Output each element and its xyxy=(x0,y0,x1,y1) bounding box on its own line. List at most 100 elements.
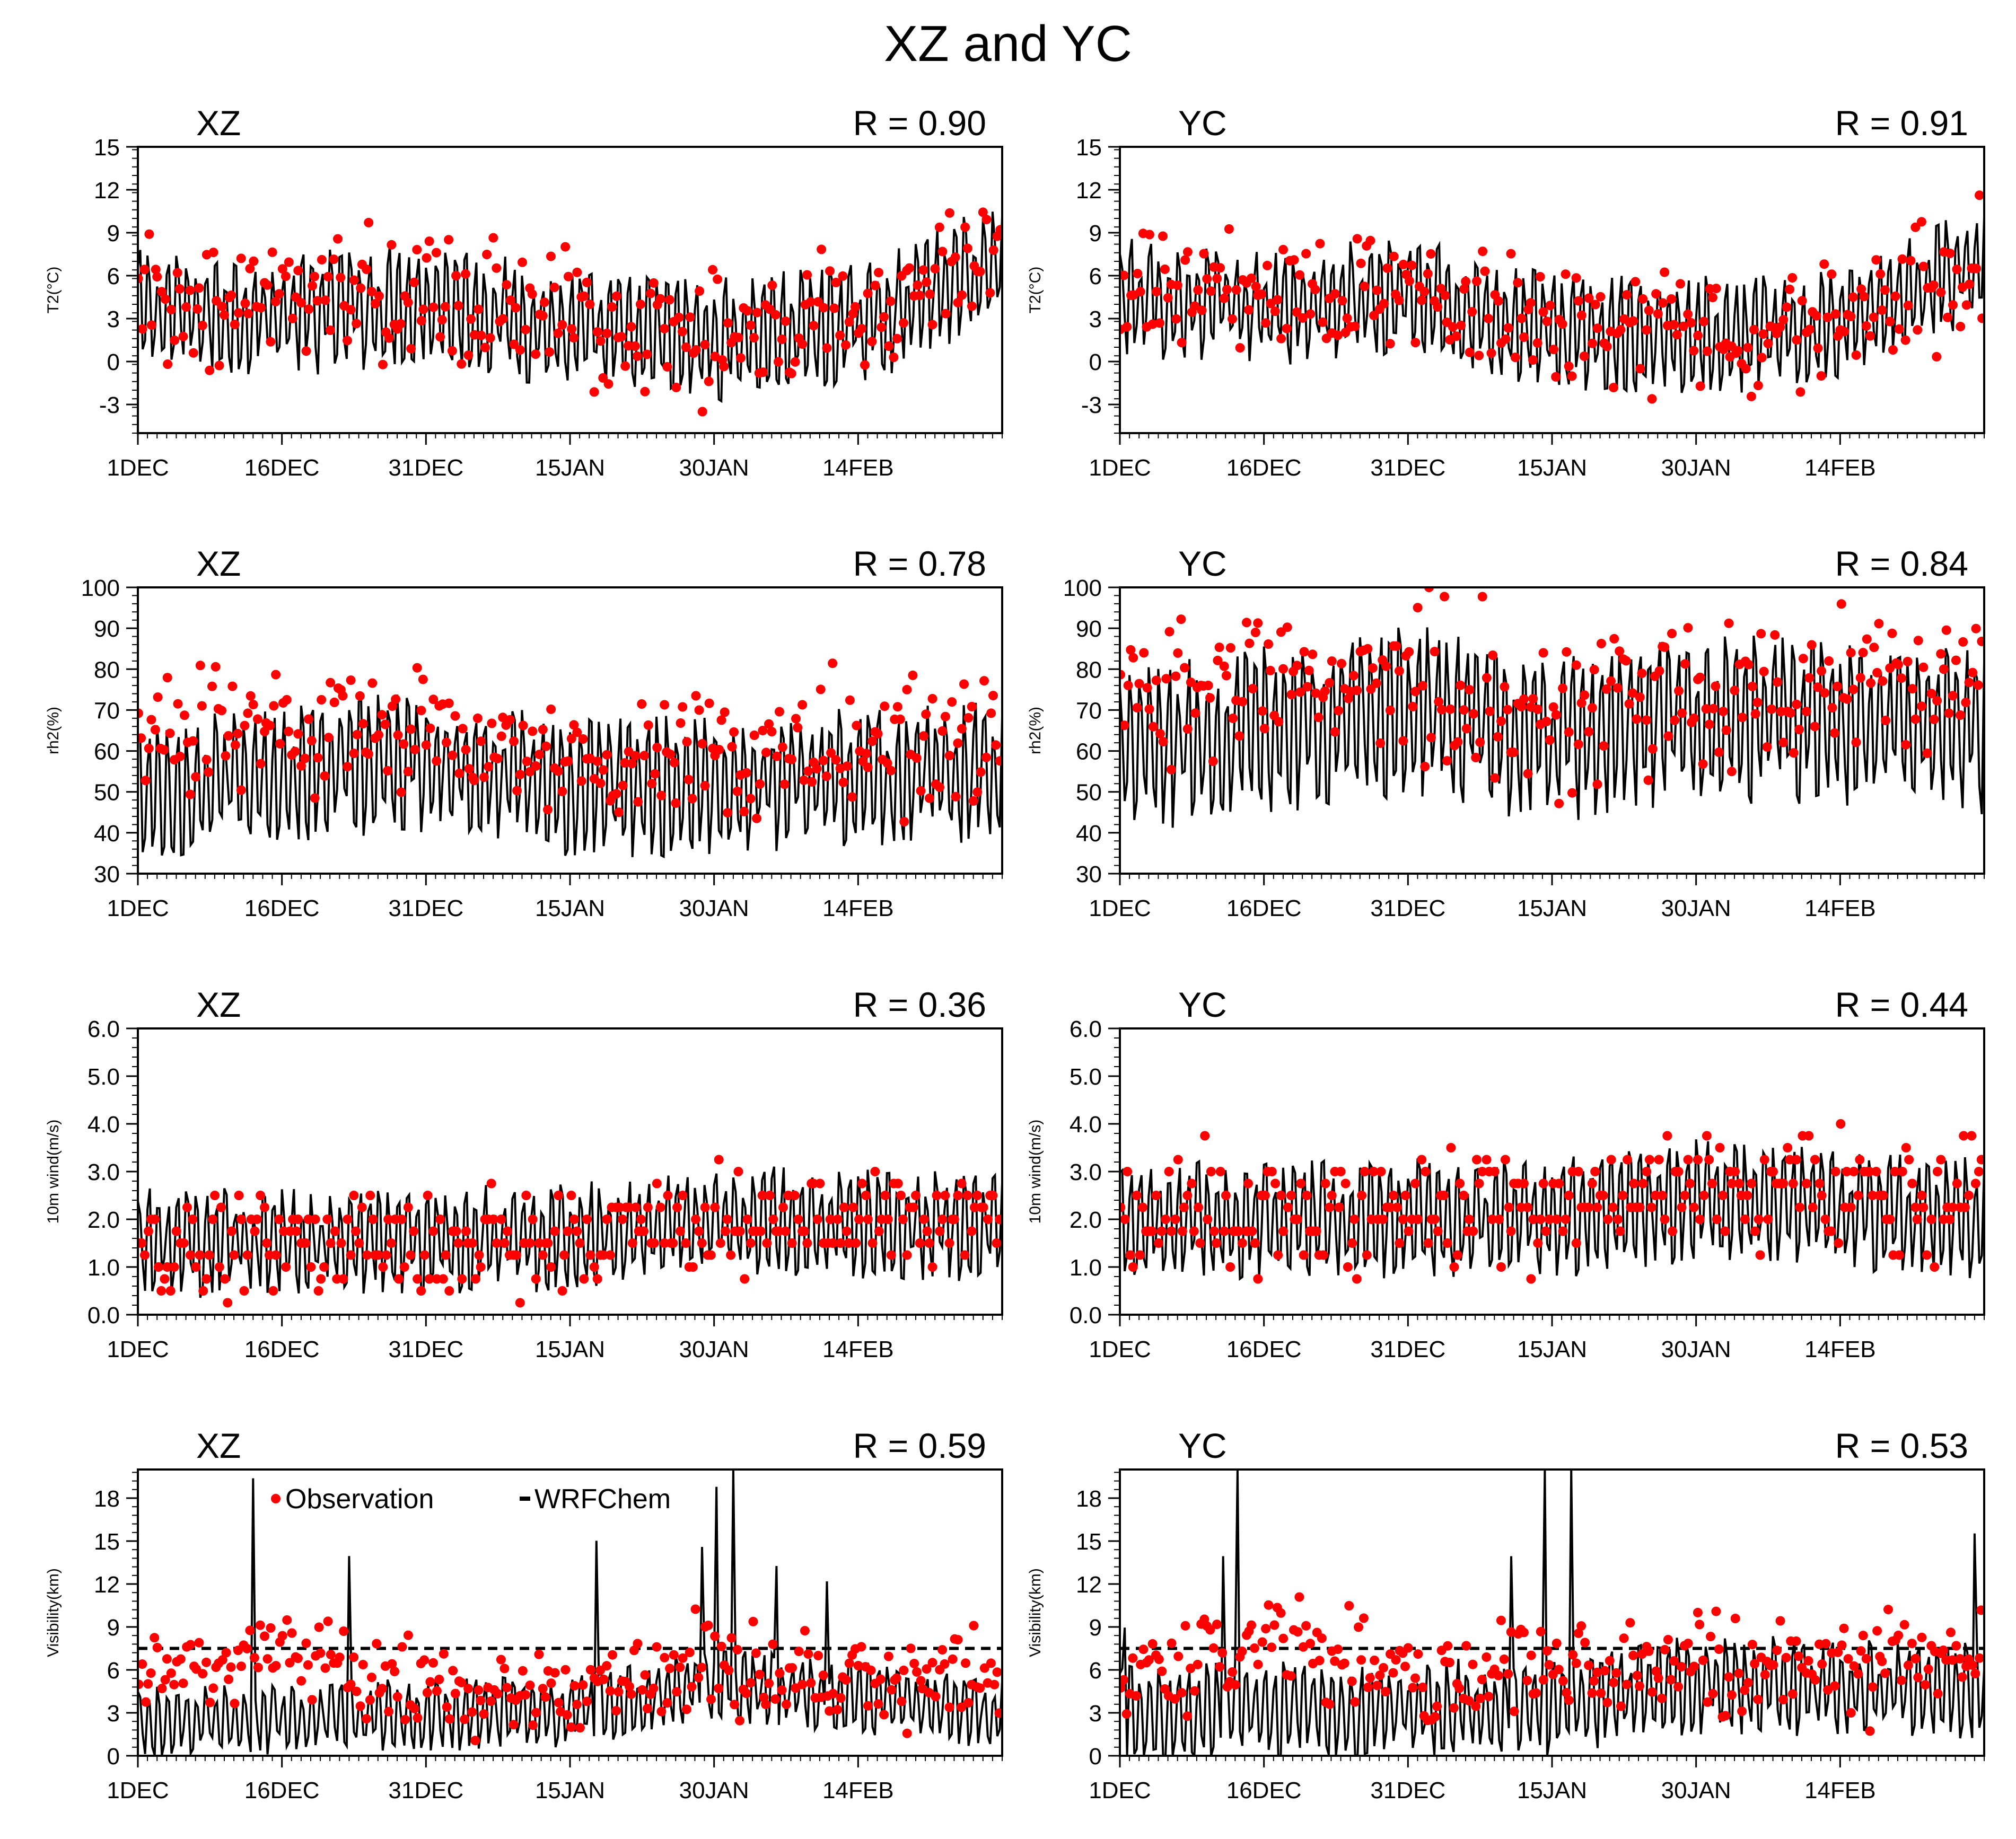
chart-1-observation-point xyxy=(770,310,781,320)
chart-2-observation-point xyxy=(1584,293,1594,303)
chart-2-y-tick-label: 12 xyxy=(1076,178,1102,204)
chart-8-x-tick-label: 16DEC xyxy=(1226,1778,1302,1803)
chart-1-observation-point xyxy=(758,367,768,377)
chart-6-observation-point xyxy=(1388,1191,1398,1200)
chart-6-observation-point xyxy=(1651,1191,1660,1200)
chart-1-observation-point xyxy=(595,336,606,346)
chart-2-observation-point xyxy=(1451,331,1461,341)
chart-6-observation-point xyxy=(1830,1167,1840,1176)
chart-5-observation-point xyxy=(960,1250,970,1260)
chart-1-observation-point xyxy=(635,300,645,309)
chart-1-observation-point xyxy=(607,302,617,312)
chart-2-observation-point xyxy=(1846,311,1856,321)
chart-5-observation-point xyxy=(150,1215,160,1224)
chart-1-observation-point xyxy=(356,283,366,293)
chart-1-observation-point xyxy=(509,339,519,349)
chart-7-observation-point xyxy=(413,1713,423,1723)
chart-8-observation-point xyxy=(1846,1708,1856,1718)
chart-6-observation-point xyxy=(1842,1167,1852,1176)
chart-8-x-tick-label: 31DEC xyxy=(1370,1778,1445,1803)
chart-3-observation-point xyxy=(691,691,701,701)
chart-4-observation-point xyxy=(1381,661,1391,671)
chart-6-observation-point xyxy=(1571,1238,1581,1248)
chart-5-observation-point xyxy=(191,1262,201,1272)
chart-6-observation-point xyxy=(1662,1131,1672,1141)
chart-5-observation-point xyxy=(538,1250,548,1260)
chart-1-observation-point xyxy=(863,288,873,298)
chart-3-observation-point xyxy=(714,745,724,755)
chart-4-observation-point xyxy=(1689,714,1699,723)
chart-4-observation-point xyxy=(1219,661,1229,671)
chart-1-observation-point xyxy=(412,245,422,254)
chart-1-observation-point xyxy=(857,323,867,333)
chart-6-observation-point xyxy=(1712,1215,1722,1224)
chart-5-observation-point xyxy=(409,1226,419,1236)
chart-6-observation-point xyxy=(1369,1167,1379,1176)
chart-5-observation-point xyxy=(735,1226,745,1236)
chart-5-observation-point xyxy=(793,1215,803,1224)
chart-1-observation-point xyxy=(502,280,512,290)
chart-3-observation-point xyxy=(880,701,890,711)
chart-1-observation-point xyxy=(620,361,630,371)
chart-5-observation-point xyxy=(393,1274,404,1284)
chart-5-observation-point xyxy=(825,1215,835,1224)
chart-3-observation-point xyxy=(842,761,852,771)
chart-4-observation-point xyxy=(1708,703,1719,714)
chart-1-observation-point xyxy=(835,330,845,340)
chart-5-observation-point xyxy=(757,1191,767,1200)
chart-4-observation-point xyxy=(1683,623,1693,633)
chart-5-observation-point xyxy=(605,1250,615,1260)
chart-2-observation-point xyxy=(1588,338,1597,348)
chart-7-observation-point xyxy=(499,1664,510,1674)
chart-6-observation-point xyxy=(1270,1178,1281,1189)
chart-5-y-tick-label: 1.0 xyxy=(87,1255,120,1281)
chart-1-observation-point xyxy=(349,275,359,285)
chart-4-observation-point xyxy=(1887,628,1897,638)
chart-3-observation-point xyxy=(576,776,586,786)
chart-1-observation-point xyxy=(378,359,388,369)
chart-6-observation-point xyxy=(1820,1215,1830,1224)
chart-7-observation-point xyxy=(194,1638,204,1648)
chart-2-observation-point xyxy=(1551,372,1561,382)
chart-1-observation-point xyxy=(310,271,319,281)
chart-6-observation-point xyxy=(1864,1167,1874,1176)
chart-3-observation-point xyxy=(162,673,172,683)
chart-4-observation-point xyxy=(1951,655,1961,665)
chart-3-observation-point xyxy=(383,765,393,776)
chart-4-observation-point xyxy=(1609,633,1619,644)
chart-2-observation-point xyxy=(1635,364,1645,374)
chart-7-observation-point xyxy=(362,1714,371,1724)
chart-8-observation-point xyxy=(1293,1627,1303,1637)
chart-2-observation-point xyxy=(1910,222,1921,232)
chart-1-observation-point xyxy=(844,317,854,327)
chart-3-observation-point xyxy=(207,681,217,691)
chart-2-observation-point xyxy=(1965,279,1974,289)
chart-3-y-tick-label: 50 xyxy=(94,780,120,806)
chart-5-observation-point xyxy=(457,1274,467,1284)
chart-8-observation-point xyxy=(1558,1676,1568,1686)
chart-7-observation-point xyxy=(550,1668,560,1678)
chart-5-observation-point xyxy=(768,1215,778,1224)
chart-2-observation-point xyxy=(1678,321,1688,331)
chart-1-observation-point xyxy=(197,320,207,330)
chart-7-observation-point xyxy=(242,1643,252,1653)
chart-4-observation-point xyxy=(1496,716,1506,726)
chart-8-observation-point xyxy=(1948,1655,1958,1665)
chart-1-observation-point xyxy=(944,208,954,218)
chart-5-observation-point xyxy=(927,1262,937,1272)
chart-1-observation-point xyxy=(424,236,434,247)
chart-4-observation-point xyxy=(1858,648,1868,658)
chart-8-observation-point xyxy=(1564,1695,1574,1705)
chart-6-observation-point xyxy=(1720,1226,1730,1236)
chart-2-observation-point xyxy=(1182,247,1193,257)
chart-5-observation-point xyxy=(691,1215,700,1224)
chart-5-observation-point xyxy=(368,1215,378,1224)
chart-4-observation-point xyxy=(1132,703,1142,713)
chart-4-observation-point xyxy=(1348,671,1358,681)
chart-6-observation-point xyxy=(1413,1215,1423,1224)
chart-6-observation-point xyxy=(1385,1202,1395,1212)
chart-1-x-tick-label: 15JAN xyxy=(535,455,605,481)
chart-8-observation-point xyxy=(1499,1654,1509,1664)
chart-8-observation-point xyxy=(1157,1666,1167,1676)
chart-2-observation-point xyxy=(1318,317,1328,327)
